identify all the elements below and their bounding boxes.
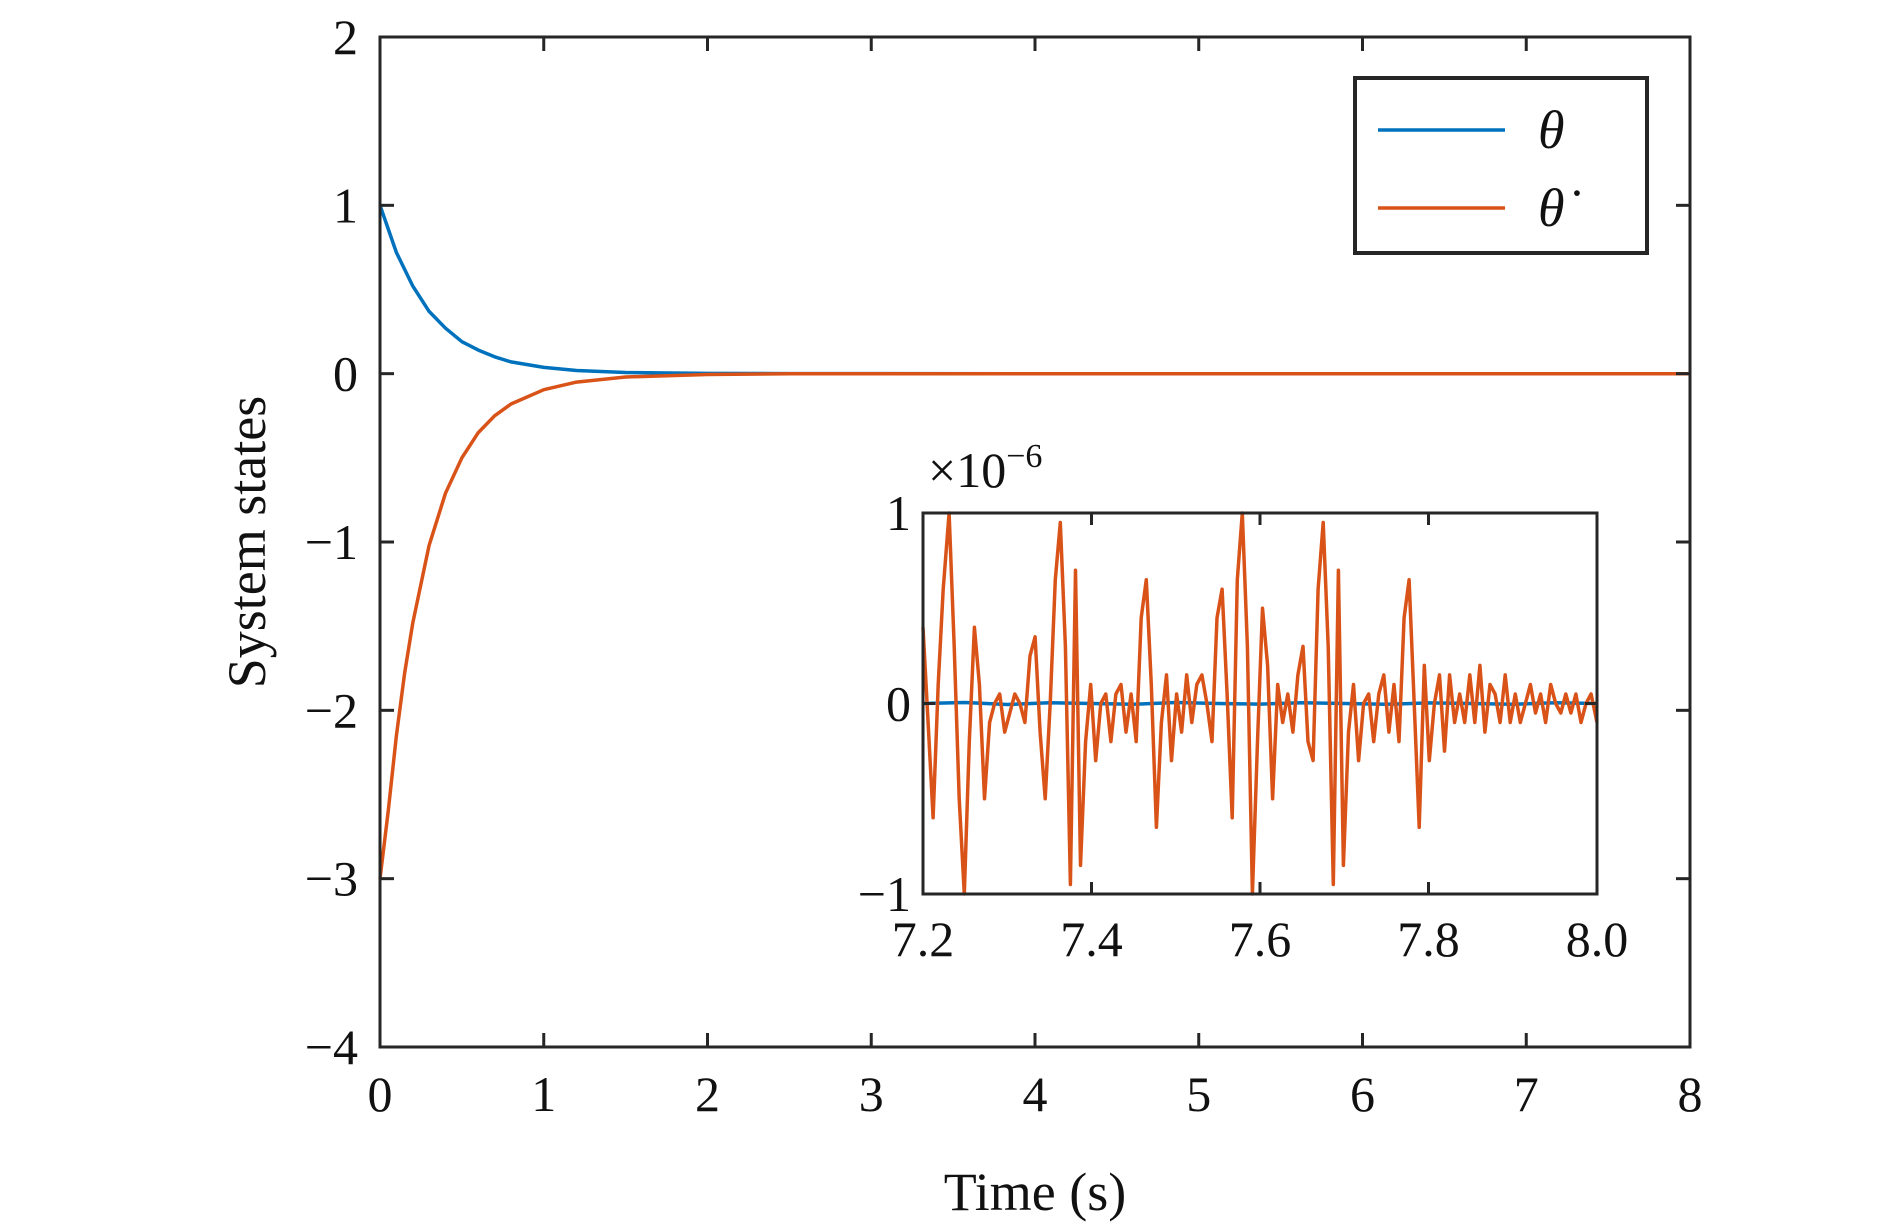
inset-ticks: 7.2 7.4 7.6 7.8 8.0 −1 0 1 bbox=[858, 485, 1628, 967]
inset-x-tick-label: 7.8 bbox=[1397, 911, 1460, 967]
inset-series-line-1 bbox=[921, 511, 1599, 896]
inset-series-group bbox=[921, 511, 1599, 896]
x-axis-label: Time (s) bbox=[944, 1162, 1127, 1222]
inset-x-tick-label: 7.4 bbox=[1060, 911, 1123, 967]
main-x-tick-label: 5 bbox=[1186, 1066, 1211, 1122]
main-x-tick-label: 2 bbox=[695, 1066, 720, 1122]
legend-box bbox=[1353, 76, 1649, 255]
inset-y-multiplier: ×10−6 bbox=[928, 438, 1042, 498]
inset-y-multiplier-base: ×10 bbox=[928, 442, 1006, 498]
main-x-tick-label: 3 bbox=[859, 1066, 884, 1122]
main-x-tick-label: 4 bbox=[1023, 1066, 1048, 1122]
main-ticks: 0 1 2 3 4 5 6 7 8 −4 −3 −2 −1 0 1 2 bbox=[305, 9, 1703, 1122]
main-y-tick-label: −2 bbox=[305, 682, 358, 738]
main-y-tick-label: −4 bbox=[305, 1019, 358, 1075]
main-series-group bbox=[378, 204, 1690, 879]
inset-plot: 7.2 7.4 7.6 7.8 8.0 −1 0 1 ×10−6 bbox=[858, 438, 1628, 967]
main-x-tick-label: 8 bbox=[1678, 1066, 1703, 1122]
inset-y-multiplier-exponent: −6 bbox=[1006, 438, 1042, 475]
legend-label-theta: θ bbox=[1538, 100, 1565, 160]
inset-x-tick-label: 8.0 bbox=[1566, 911, 1629, 967]
main-y-tick-label: −3 bbox=[305, 851, 358, 907]
main-y-tick-label: 2 bbox=[333, 9, 358, 65]
main-x-tick-label: 6 bbox=[1350, 1066, 1375, 1122]
main-plot: 0 1 2 3 4 5 6 7 8 −4 −3 −2 −1 0 1 2 Time (s) System sta… bbox=[217, 9, 1703, 1222]
main-x-tick-label: 7 bbox=[1514, 1066, 1539, 1122]
main-series-line-1 bbox=[378, 371, 1690, 879]
main-y-tick-label: 0 bbox=[333, 346, 358, 402]
inset-y-tick-label: 0 bbox=[886, 676, 911, 732]
main-y-tick-label: −1 bbox=[305, 514, 358, 570]
main-y-tick-label: 1 bbox=[333, 177, 358, 233]
legend: θ θ̇ bbox=[1353, 76, 1649, 255]
inset-y-tick-label: −1 bbox=[858, 866, 911, 922]
main-x-tick-label: 0 bbox=[368, 1066, 393, 1122]
inset-y-tick-label: 1 bbox=[886, 485, 911, 541]
inset-x-tick-label: 7.6 bbox=[1229, 911, 1292, 967]
main-x-tick-label: 1 bbox=[531, 1066, 556, 1122]
inset-x-tick-label: 7.2 bbox=[892, 911, 955, 967]
y-axis-label: System states bbox=[217, 396, 277, 689]
